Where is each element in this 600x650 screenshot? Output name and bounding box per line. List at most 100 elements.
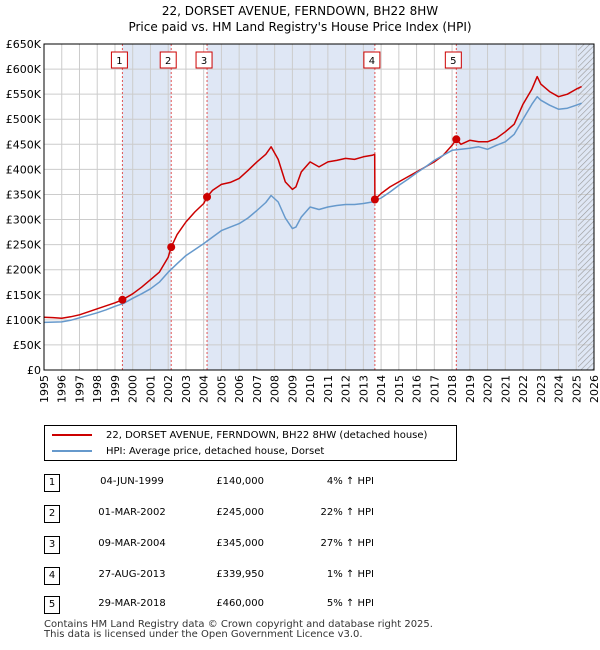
- x-tick-label: 2000: [127, 375, 140, 403]
- sale-number-box: 3: [195, 51, 213, 69]
- sale-number-box: 1: [110, 51, 128, 69]
- sale-date: 09-MAR-2004: [98, 538, 166, 549]
- sale-period-band: [207, 44, 375, 370]
- y-tick-label: £450K: [6, 138, 42, 151]
- x-tick-label: 2002: [162, 375, 175, 403]
- x-tick-label: 2021: [499, 375, 512, 403]
- sale-number-label: 4: [369, 56, 375, 67]
- sale-price: £460,000: [216, 598, 264, 609]
- x-tick-label: 1998: [91, 375, 104, 403]
- x-tick-label: 2013: [357, 375, 370, 403]
- sale-hpi-change: 22% ↑ HPI: [320, 507, 374, 518]
- sale-price: £245,000: [216, 507, 264, 518]
- sale-number-box-frame: [159, 51, 177, 69]
- x-tick-label: 2024: [553, 375, 566, 403]
- y-tick-label: £350K: [6, 188, 42, 201]
- sale-point: [370, 195, 379, 204]
- legend-label-property: 22, DORSET AVENUE, FERNDOWN, BH22 8HW (d…: [106, 429, 428, 441]
- x-tick-label: 1997: [73, 375, 86, 403]
- footer-line-2: This data is licensed under the Open Gov…: [44, 629, 363, 640]
- sale-number-box-frame: [444, 51, 462, 69]
- y-tick-label: £400K: [6, 163, 42, 176]
- footer-line-1: Contains HM Land Registry data © Crown c…: [44, 619, 433, 630]
- sale-point: [452, 135, 461, 144]
- sale-number-badge: 1: [44, 474, 60, 492]
- sale-number-label: 2: [165, 56, 171, 67]
- chart-title: 22, DORSET AVENUE, FERNDOWN, BH22 8HW Pr…: [0, 3, 600, 35]
- sale-number-box: 5: [444, 51, 462, 69]
- x-tick-label: 2009: [286, 375, 299, 403]
- sale-period-shading: [122, 44, 594, 370]
- footer-attribution: Contains HM Land Registry data © Crown c…: [44, 620, 433, 640]
- sale-price: £140,000: [216, 476, 264, 487]
- sale-price: £339,950: [216, 569, 264, 580]
- y-tick-label: £150K: [6, 289, 42, 302]
- x-tick-label: 2016: [411, 375, 424, 403]
- plot-frame: [43, 43, 595, 371]
- sale-period-band: [456, 44, 594, 370]
- sale-number-label: 5: [450, 56, 456, 67]
- sale-hpi-change: 5% ↑ HPI: [326, 598, 374, 609]
- x-tick-label: 2012: [340, 375, 353, 403]
- x-tick-label: 2014: [375, 375, 388, 403]
- sale-date: 04-JUN-1999: [100, 476, 164, 487]
- x-tick-label: 2017: [428, 375, 441, 403]
- sale-point: [118, 295, 127, 304]
- x-tick-label: 2001: [144, 375, 157, 403]
- x-tick-label: 1996: [56, 375, 69, 403]
- sale-point: [167, 243, 176, 252]
- sale-hpi-change: 1% ↑ HPI: [326, 569, 374, 580]
- x-tick-label: 2023: [535, 375, 548, 403]
- legend-swatch-hpi: [52, 450, 92, 452]
- x-tick-label: 2025: [570, 375, 583, 403]
- sale-date: 29-MAR-2018: [98, 598, 166, 609]
- hpi-line: [43, 95, 582, 324]
- x-axis-ticks: 1995 1996 1997 1998 1999 2000 2001 2002 2003 2004…: [38, 375, 600, 403]
- x-tick-label: 1999: [109, 375, 122, 403]
- x-tick-label: 2006: [233, 375, 246, 403]
- future-hatch-area: [578, 44, 594, 370]
- sale-hpi-change: 27% ↑ HPI: [320, 538, 374, 549]
- sale-number-box: 2: [159, 51, 177, 69]
- x-tick-label: 2019: [464, 375, 477, 403]
- sale-number-badge: 3: [44, 536, 60, 554]
- y-tick-label: £100K: [6, 314, 42, 327]
- sale-number-boxes: 1 2 3 4 5: [110, 51, 462, 69]
- x-tick-label: 2005: [215, 375, 228, 403]
- sale-number-box-frame: [363, 51, 381, 69]
- y-tick-label: £0: [27, 364, 41, 377]
- x-tick-label: 2015: [393, 375, 406, 403]
- title-line-1: 22, DORSET AVENUE, FERNDOWN, BH22 8HW: [161, 4, 439, 18]
- x-tick-label: 2011: [322, 375, 335, 403]
- y-tick-label: £600K: [6, 63, 42, 76]
- x-tick-label: 1995: [38, 375, 51, 403]
- x-tick-label: 2020: [482, 375, 495, 403]
- y-tick-label: £650K: [6, 38, 42, 51]
- property-price-line: [43, 75, 582, 320]
- series-lines: [43, 75, 582, 324]
- x-tick-label: 2018: [446, 375, 459, 403]
- sale-point: [203, 192, 212, 201]
- sale-number-box-frame: [110, 51, 128, 69]
- sale-number-badge: 4: [44, 567, 60, 585]
- y-tick-label: £550K: [6, 88, 42, 101]
- x-tick-label: 2022: [517, 375, 530, 403]
- y-tick-label: £50K: [13, 339, 42, 352]
- y-axis-ticks: £0 £50K £100K £150K £200K £250K £300K £350K £400…: [6, 38, 42, 377]
- sale-number-box: 4: [363, 51, 381, 69]
- title-line-2: Price paid vs. HM Land Registry's House …: [128, 20, 472, 34]
- x-tick-label: 2003: [180, 375, 193, 403]
- y-tick-label: £500K: [6, 113, 42, 126]
- legend-swatch-property: [52, 434, 92, 436]
- sale-hpi-change: 4% ↑ HPI: [326, 476, 374, 487]
- sale-price: £345,000: [216, 538, 264, 549]
- x-tick-label: 2004: [198, 375, 211, 403]
- price-chart: 1 2 3 4 5 £0 £50K £100K £150K £200K £250K £300K £35…: [6, 38, 600, 403]
- sale-period-band: [122, 44, 172, 370]
- sale-number-badge: 5: [44, 596, 60, 614]
- y-tick-label: £250K: [6, 239, 42, 252]
- sale-number-label: 3: [201, 56, 207, 67]
- sale-number-badge: 2: [44, 505, 60, 523]
- legend: 22, DORSET AVENUE, FERNDOWN, BH22 8HW (d…: [44, 425, 457, 461]
- sale-date: 01-MAR-2002: [98, 507, 166, 518]
